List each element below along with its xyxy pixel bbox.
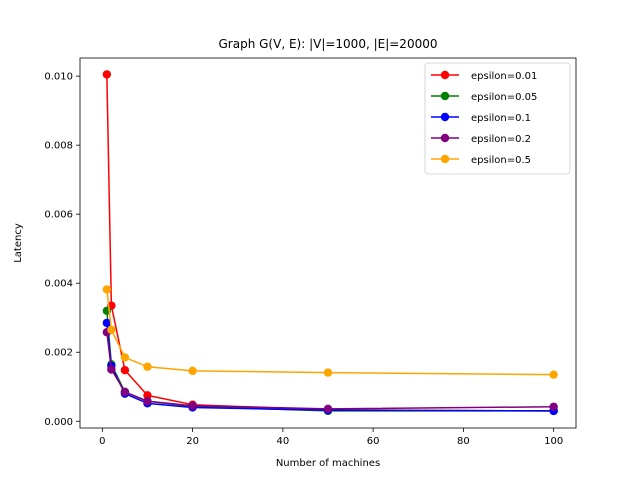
chart-title: Graph G(V, E): |V|=1000, |E|=20000 xyxy=(219,37,438,51)
x-tick-label: 0 xyxy=(99,436,105,447)
x-tick-label: 100 xyxy=(544,436,563,447)
legend-swatch-marker xyxy=(440,91,450,101)
y-tick-label: 0.006 xyxy=(44,210,73,221)
data-point xyxy=(107,325,116,335)
x-tick-label: 80 xyxy=(457,436,470,447)
y-tick-label: 0.008 xyxy=(44,141,73,152)
legend-label: epsilon=0.05 xyxy=(471,92,537,103)
legend-swatch-marker xyxy=(440,154,450,164)
data-point xyxy=(323,368,333,377)
data-point xyxy=(323,404,333,414)
legend-item: epsilon=0.05 xyxy=(431,91,537,103)
y-tick-label: 0.010 xyxy=(44,72,73,83)
data-point xyxy=(143,362,152,371)
legend-label: epsilon=0.01 xyxy=(471,71,537,82)
y-tick-label: 0.004 xyxy=(44,279,73,290)
data-point xyxy=(143,397,152,406)
plot-area-frame xyxy=(79,57,577,429)
legend-box xyxy=(424,62,571,175)
x-tick-label: 40 xyxy=(277,436,290,447)
x-tick-label: 20 xyxy=(186,436,199,447)
x-axis-label: Number of machines xyxy=(276,458,380,469)
x-tick-label: 60 xyxy=(367,436,380,447)
data-point xyxy=(188,401,197,410)
legend-swatch-marker xyxy=(440,70,450,80)
data-point xyxy=(102,318,112,328)
y-tick-label: 0.002 xyxy=(44,348,73,359)
data-point xyxy=(107,365,116,374)
legend-item: epsilon=0.2 xyxy=(431,133,531,145)
legend: epsilon=0.01 epsilon=0.05 epsilon=0.1 epsil… xyxy=(424,62,571,175)
data-point xyxy=(102,70,112,79)
y-axis-label: Latency xyxy=(13,223,24,263)
legend-item: epsilon=0.01 xyxy=(431,70,537,82)
legend-item: epsilon=0.1 xyxy=(431,112,531,124)
legend-label: epsilon=0.1 xyxy=(471,113,531,124)
data-point xyxy=(549,370,558,379)
x-axis-ticks: 0 20 40 60 80 100 xyxy=(99,428,563,447)
data-point xyxy=(120,365,130,375)
series-lines xyxy=(102,70,558,416)
data-point xyxy=(102,285,112,294)
data-point xyxy=(120,387,130,397)
data-point xyxy=(120,353,130,362)
legend-swatch-marker xyxy=(440,133,450,143)
data-point xyxy=(143,391,152,400)
legend-label: epsilon=0.2 xyxy=(471,134,531,145)
series-epsilon-0-2 xyxy=(102,328,558,414)
legend-swatch-marker xyxy=(440,112,450,122)
y-tick-label: 0.000 xyxy=(44,417,73,428)
y-axis-ticks: 0.000 0.002 0.004 0.006 0.008 0.010 xyxy=(44,72,80,428)
series-epsilon-0-5 xyxy=(102,285,558,379)
data-point xyxy=(188,366,197,376)
legend-item: epsilon=0.5 xyxy=(431,154,531,166)
data-point xyxy=(549,402,558,411)
legend-label: epsilon=0.5 xyxy=(471,155,531,166)
